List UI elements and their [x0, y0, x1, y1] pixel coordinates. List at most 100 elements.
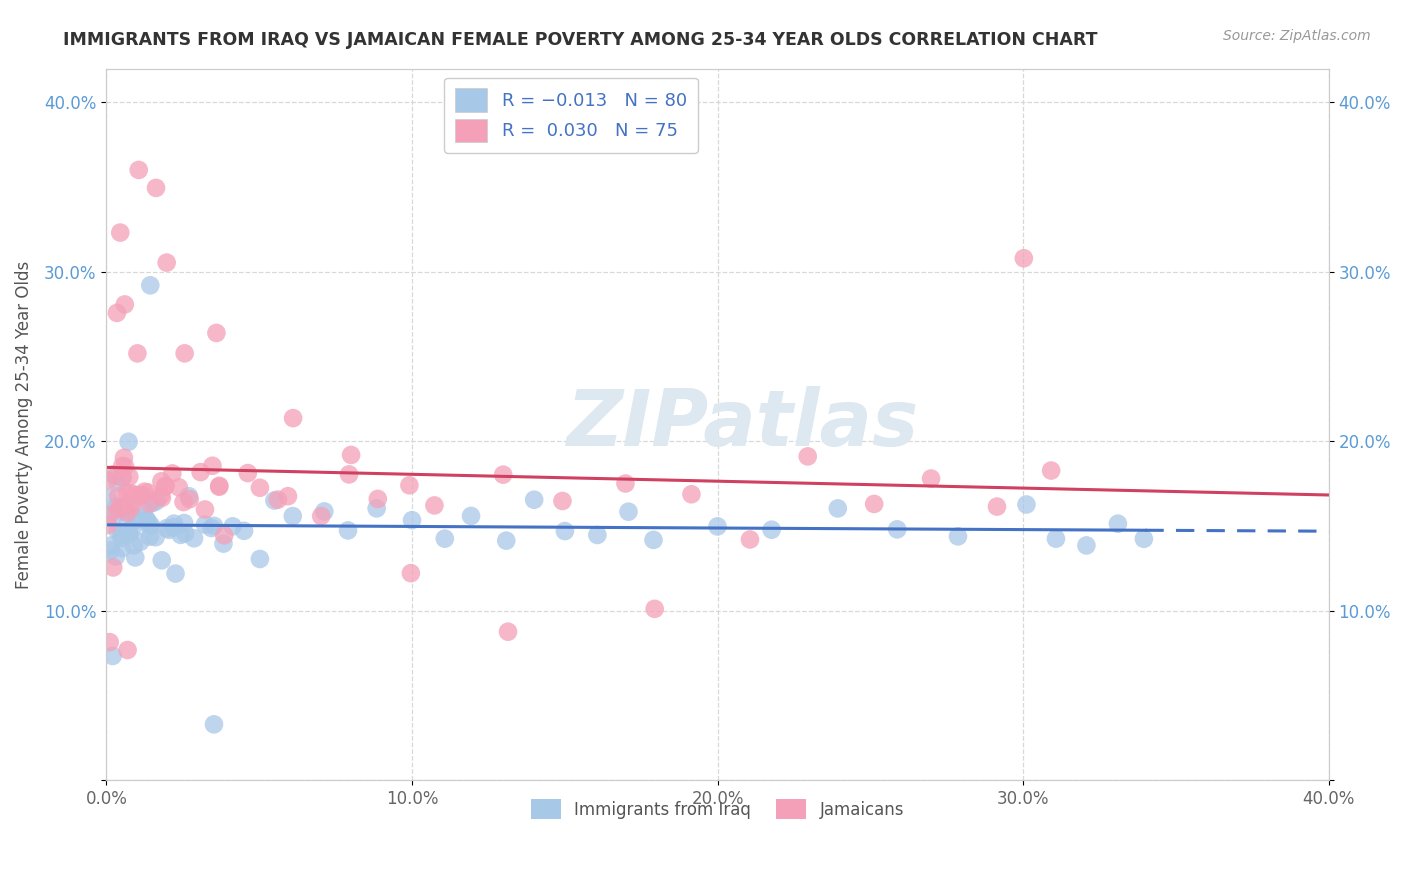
- Point: [97, 518, 120, 533]
- Point: [139, 518, 162, 533]
- Point: [495, 533, 517, 548]
- Legend: Immigrants from Iraq, Jamaicans: Immigrants from Iraq, Jamaicans: [524, 793, 911, 825]
- Point: [174, 526, 197, 541]
- Point: [117, 503, 139, 517]
- Point: [107, 524, 129, 539]
- Point: [150, 491, 173, 505]
- Point: [129, 488, 152, 502]
- Point: [105, 499, 128, 513]
- Point: [136, 514, 159, 528]
- Point: [118, 469, 141, 483]
- Point: [1076, 538, 1098, 552]
- Point: [367, 491, 389, 506]
- Point: [523, 492, 546, 507]
- Point: [120, 486, 142, 500]
- Point: [97, 491, 120, 505]
- Point: [114, 459, 136, 474]
- Point: [136, 485, 159, 500]
- Point: [214, 528, 236, 542]
- Point: [177, 489, 200, 503]
- Point: [105, 306, 128, 320]
- Point: [105, 469, 128, 483]
- Point: [281, 411, 304, 425]
- Point: [337, 467, 360, 482]
- Point: [98, 508, 121, 522]
- Point: [208, 479, 231, 493]
- Point: [423, 499, 446, 513]
- Text: ZIPatlas: ZIPatlas: [565, 386, 918, 462]
- Point: [401, 513, 423, 527]
- Point: [162, 520, 184, 534]
- Point: [173, 495, 195, 509]
- Point: [117, 434, 139, 449]
- Point: [139, 530, 162, 544]
- Point: [222, 519, 245, 533]
- Point: [111, 528, 134, 542]
- Point: [128, 163, 150, 178]
- Point: [194, 502, 217, 516]
- Point: [111, 541, 134, 555]
- Point: [125, 513, 148, 527]
- Point: [863, 497, 886, 511]
- Point: [139, 278, 162, 293]
- Point: [107, 476, 129, 491]
- Point: [100, 539, 122, 553]
- Point: [617, 505, 640, 519]
- Point: [212, 536, 235, 550]
- Point: [138, 518, 160, 533]
- Point: [190, 465, 212, 479]
- Point: [111, 470, 134, 484]
- Point: [399, 566, 422, 581]
- Point: [98, 635, 121, 649]
- Point: [114, 297, 136, 311]
- Point: [107, 489, 129, 503]
- Point: [115, 517, 138, 532]
- Point: [644, 602, 666, 616]
- Point: [920, 471, 942, 485]
- Point: [118, 527, 141, 541]
- Point: [205, 326, 228, 340]
- Point: [433, 532, 456, 546]
- Point: [173, 346, 195, 360]
- Point: [150, 475, 173, 489]
- Point: [1107, 516, 1129, 531]
- Point: [249, 552, 271, 566]
- Point: [946, 529, 969, 543]
- Point: [163, 516, 186, 531]
- Point: [761, 523, 783, 537]
- Point: [145, 181, 167, 195]
- Point: [129, 489, 152, 503]
- Point: [236, 466, 259, 480]
- Point: [156, 255, 179, 269]
- Point: [173, 516, 195, 530]
- Point: [97, 510, 120, 524]
- Point: [156, 521, 179, 535]
- Point: [1045, 532, 1067, 546]
- Point: [496, 624, 519, 639]
- Point: [554, 524, 576, 538]
- Point: [986, 500, 1008, 514]
- Point: [118, 524, 141, 538]
- Point: [551, 494, 574, 508]
- Point: [111, 458, 134, 473]
- Point: [132, 504, 155, 518]
- Point: [796, 450, 818, 464]
- Point: [366, 501, 388, 516]
- Point: [118, 497, 141, 511]
- Point: [103, 560, 125, 574]
- Point: [249, 481, 271, 495]
- Point: [124, 550, 146, 565]
- Point: [155, 479, 177, 493]
- Point: [179, 492, 201, 507]
- Point: [1133, 532, 1156, 546]
- Point: [111, 503, 134, 517]
- Point: [155, 479, 177, 493]
- Point: [115, 486, 138, 500]
- Point: [183, 531, 205, 545]
- Point: [149, 489, 172, 503]
- Point: [135, 513, 157, 527]
- Point: [127, 510, 149, 524]
- Point: [165, 566, 187, 581]
- Point: [208, 480, 231, 494]
- Point: [202, 519, 225, 533]
